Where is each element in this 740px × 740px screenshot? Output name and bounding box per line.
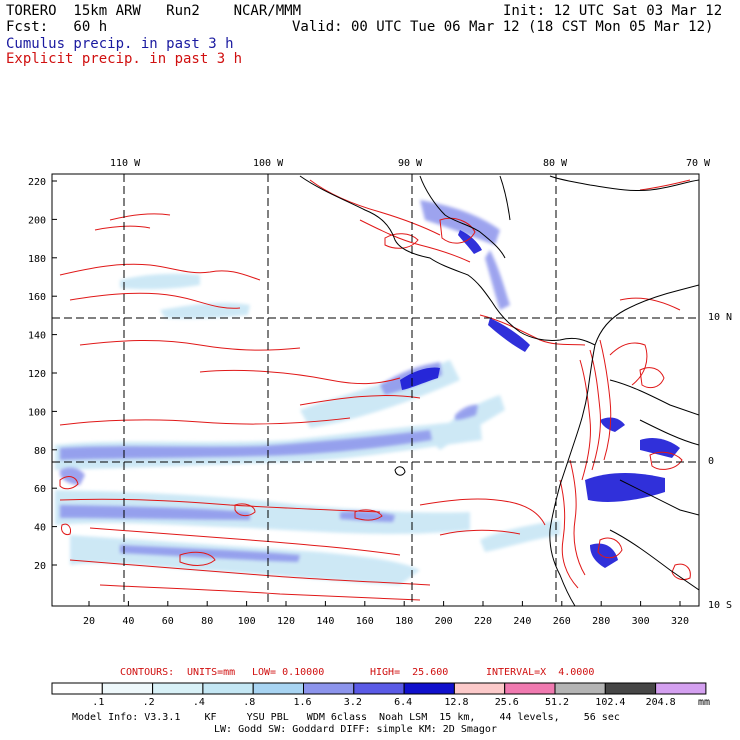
x-tick-label: 320 xyxy=(671,616,689,627)
x-tick-label: 200 xyxy=(435,616,453,627)
legend-label: .2 xyxy=(142,697,155,708)
legend-label: 1.6 xyxy=(293,697,312,708)
lat-label-0: 0 xyxy=(708,456,715,467)
physics-info: LW: Godd SW: Goddard DIFF: simple KM: 2D… xyxy=(214,724,497,735)
x-axis: 20 40 60 80 100 120 140 160 180 200 220 240 260 280 30… xyxy=(83,601,689,627)
x-tick-label: 100 xyxy=(238,616,256,627)
explicit-precip-contours xyxy=(59,179,691,601)
x-tick-label: 140 xyxy=(316,616,334,627)
coastlines xyxy=(299,175,699,606)
contour-high: HIGH= 25.600 xyxy=(370,667,449,678)
y-tick-label: 80 xyxy=(34,446,46,457)
field-cumulus-label: Cumulus precip. in past 3 h xyxy=(6,36,234,52)
init-time: Init: 12 UTC Sat 03 Mar 12 xyxy=(503,3,723,19)
contour-label: CONTOURS: xyxy=(120,667,175,678)
latlon-grid xyxy=(52,174,699,606)
legend-label: 102.4 xyxy=(595,697,626,708)
x-tick-label: 300 xyxy=(632,616,650,627)
contour-interval: INTERVAL=X 4.0000 xyxy=(486,667,595,678)
lon-label-70w: 70 W xyxy=(686,158,711,169)
y-axis: 220 200 180 160 140 120 100 80 60 40 20 xyxy=(28,177,57,572)
x-tick-label: 60 xyxy=(162,616,174,627)
legend-label: 3.2 xyxy=(343,697,362,708)
valid-time: Valid: 00 UTC Tue 06 Mar 12 (18 CST Mon … xyxy=(292,19,714,35)
legend-label: .8 xyxy=(243,697,256,708)
legend-label: 51.2 xyxy=(545,697,570,708)
x-tick-label: 180 xyxy=(395,616,413,627)
forecast-hour: Fcst: 60 h xyxy=(6,19,108,35)
model-title: TORERO 15km ARW Run2 NCAR/MMM xyxy=(6,3,302,19)
y-tick-label: 60 xyxy=(34,484,46,495)
y-tick-label: 40 xyxy=(34,523,46,534)
lon-label-100w: 100 W xyxy=(253,158,284,169)
y-tick-label: 100 xyxy=(28,407,46,418)
map-frame xyxy=(51,173,700,607)
contour-low: LOW= 0.10000 xyxy=(252,667,325,678)
lon-label-90w: 90 W xyxy=(398,158,423,169)
legend-label: 6.4 xyxy=(394,697,413,708)
field-explicit-label: Explicit precip. in past 3 h xyxy=(6,51,243,67)
x-tick-label: 280 xyxy=(592,616,610,627)
legend-label: .4 xyxy=(192,697,205,708)
lat-label-10n: 10 N xyxy=(708,312,733,323)
y-tick-label: 180 xyxy=(28,254,46,265)
lon-label-80w: 80 W xyxy=(543,158,568,169)
legend-unit: mm xyxy=(698,697,711,708)
contour-units: UNITS=mm xyxy=(187,667,236,678)
lat-label-10s: 10 S xyxy=(708,600,733,611)
x-tick-label: 120 xyxy=(277,616,295,627)
x-tick-label: 160 xyxy=(356,616,374,627)
y-tick-label: 160 xyxy=(28,292,46,303)
legend-label: 25.6 xyxy=(494,697,519,708)
cumulus-dark-shading xyxy=(400,230,680,568)
y-tick-label: 120 xyxy=(28,369,46,380)
legend-label: 12.8 xyxy=(444,697,469,708)
model-info: Model Info: V3.3.1 KF YSU PBL WDM 6class… xyxy=(72,712,620,723)
y-tick-label: 140 xyxy=(28,331,46,342)
x-tick-label: 220 xyxy=(474,616,492,627)
x-tick-label: 260 xyxy=(553,616,571,627)
legend-label: .1 xyxy=(92,697,105,708)
legend-label: 204.8 xyxy=(645,697,676,708)
x-tick-label: 40 xyxy=(122,616,134,627)
x-tick-label: 80 xyxy=(201,616,213,627)
y-tick-label: 220 xyxy=(28,177,46,188)
x-tick-label: 240 xyxy=(513,616,531,627)
y-tick-label: 20 xyxy=(34,561,46,572)
lon-label-110w: 110 W xyxy=(110,158,141,169)
y-tick-label: 200 xyxy=(28,215,46,226)
x-tick-label: 20 xyxy=(83,616,95,627)
